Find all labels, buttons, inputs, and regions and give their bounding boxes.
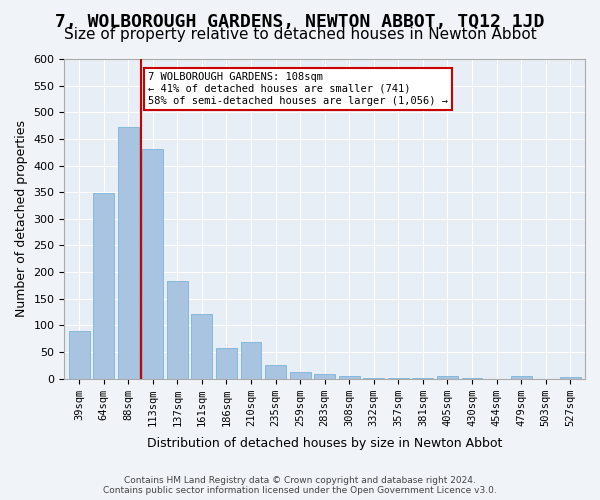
Bar bbox=[118, 126, 139, 378]
Text: Contains HM Land Registry data © Crown copyright and database right 2024.
Contai: Contains HM Land Registry data © Crown c… bbox=[103, 476, 497, 495]
Bar bbox=[290, 372, 311, 378]
Bar bbox=[216, 348, 237, 378]
Bar bbox=[93, 194, 114, 378]
Y-axis label: Number of detached properties: Number of detached properties bbox=[15, 120, 28, 318]
Bar bbox=[437, 376, 458, 378]
Bar bbox=[167, 280, 188, 378]
X-axis label: Distribution of detached houses by size in Newton Abbot: Distribution of detached houses by size … bbox=[147, 437, 502, 450]
Bar bbox=[191, 314, 212, 378]
Bar bbox=[314, 374, 335, 378]
Bar bbox=[511, 376, 532, 378]
Text: 7, WOLBOROUGH GARDENS, NEWTON ABBOT, TQ12 1JD: 7, WOLBOROUGH GARDENS, NEWTON ABBOT, TQ1… bbox=[55, 12, 545, 30]
Bar bbox=[339, 376, 359, 378]
Bar bbox=[142, 148, 163, 378]
Bar bbox=[241, 342, 262, 378]
Bar bbox=[69, 331, 89, 378]
Bar bbox=[560, 376, 581, 378]
Bar bbox=[265, 366, 286, 378]
Text: Size of property relative to detached houses in Newton Abbot: Size of property relative to detached ho… bbox=[64, 28, 536, 42]
Text: 7 WOLBOROUGH GARDENS: 108sqm
← 41% of detached houses are smaller (741)
58% of s: 7 WOLBOROUGH GARDENS: 108sqm ← 41% of de… bbox=[148, 72, 448, 106]
